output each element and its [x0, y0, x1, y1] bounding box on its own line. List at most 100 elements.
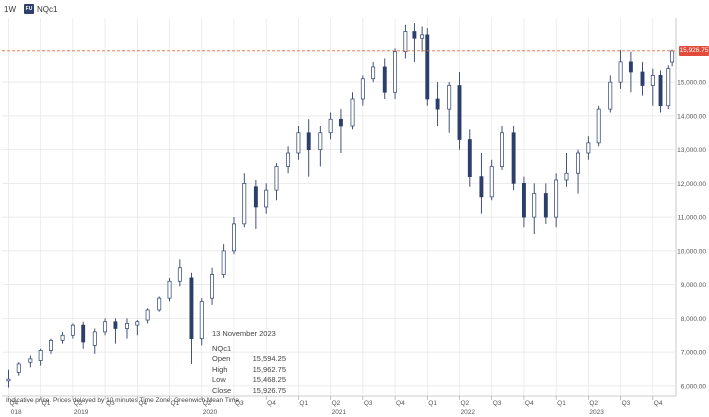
candle-body: [586, 142, 591, 154]
info-instrument: NQc1: [212, 343, 232, 353]
candle: [221, 244, 226, 278]
info-row-low: Low 15,468.25: [212, 375, 286, 386]
candle-body: [81, 324, 86, 343]
candle-body: [500, 132, 504, 167]
x-quarter-label: Q4: [138, 400, 147, 407]
candle-body: [564, 172, 569, 181]
candle: [447, 82, 452, 133]
x-quarter-label: Q3: [364, 400, 373, 407]
candle-body: [489, 166, 494, 198]
candle: [286, 146, 291, 174]
y-tick-label: 11,000.00: [678, 215, 707, 222]
x-quarter-label: Q1: [171, 400, 180, 407]
info-label: Close: [212, 385, 232, 395]
candle: [371, 61, 376, 83]
candle: [125, 318, 129, 339]
candle: [28, 355, 33, 368]
x-quarter-label: Q4: [396, 400, 405, 407]
candle: [479, 153, 484, 214]
candle-body: [221, 250, 226, 275]
candle: [306, 119, 311, 177]
candle-body: [177, 267, 182, 282]
candle: [49, 338, 53, 354]
candle: [576, 149, 581, 194]
candle: [511, 126, 516, 191]
x-quarter-label: Q3: [622, 400, 631, 407]
x-year-label: 2020: [203, 409, 218, 416]
candle: [521, 176, 526, 228]
instrument-ric[interactable]: NQc1: [37, 4, 58, 14]
candle: [253, 180, 258, 229]
candle-body: [457, 85, 462, 140]
info-label: Low: [212, 375, 226, 385]
candle-body: [167, 280, 172, 299]
candle: [274, 163, 279, 201]
x-year-label: 2019: [74, 409, 89, 416]
candle: [500, 126, 504, 170]
y-tick-label: 9,000.00: [681, 282, 707, 289]
candle-body: [286, 152, 291, 167]
candle-body: [328, 118, 333, 134]
y-tick-label: 7,000.00: [681, 350, 707, 357]
candle-body: [447, 85, 452, 110]
candle: [628, 51, 633, 93]
candle-body: [543, 193, 548, 218]
candle: [16, 362, 21, 376]
candle-body: [38, 350, 43, 361]
candle: [242, 173, 247, 228]
candle-body: [435, 98, 440, 110]
candle: [210, 267, 215, 305]
candle: [103, 318, 108, 336]
x-quarter-label: Q2: [460, 400, 469, 407]
candle-body: [479, 176, 484, 198]
candle: [38, 348, 43, 366]
y-tick-label: 13,000.00: [677, 147, 706, 154]
candle-body: [232, 223, 236, 252]
x-quarter-label: Q4: [654, 400, 663, 407]
candle-body: [420, 34, 425, 39]
candle-body: [113, 321, 118, 329]
candle: [177, 259, 182, 287]
candle-body: [666, 68, 671, 107]
candle-body: [628, 61, 633, 73]
candle: [532, 183, 537, 234]
candle-body: [554, 179, 559, 218]
info-value: 15,926.75: [252, 385, 286, 395]
candle: [467, 129, 472, 187]
candle: [199, 298, 204, 346]
candle-body: [350, 98, 355, 127]
y-tick-label: 12,000.00: [677, 181, 706, 188]
info-value: 15,594.25: [252, 354, 286, 364]
x-quarter-label: Q3: [493, 400, 502, 407]
candle: [232, 217, 236, 255]
candle-body: [618, 61, 623, 83]
x-quarter-label: Q2: [589, 400, 598, 407]
last-price-tag: 15,926.75: [679, 45, 709, 56]
disclaimer-text: Indicative price. Prices delayed by 10 m…: [6, 397, 240, 404]
info-row-open: Open 15,594.25: [212, 354, 286, 365]
candle-body: [382, 66, 387, 93]
info-label: Open: [212, 354, 231, 364]
info-row-high: High 15,962.75: [212, 365, 286, 376]
candle-body: [425, 34, 430, 100]
info-label: High: [212, 364, 228, 374]
candle-body: [125, 323, 129, 329]
candle: [113, 318, 118, 344]
candle-body: [6, 378, 11, 382]
candle-body: [318, 132, 323, 150]
candle-body: [16, 363, 21, 373]
y-tick-label: 10,000.00: [677, 248, 706, 255]
interval-selector[interactable]: 1W: [4, 4, 16, 14]
candle: [338, 109, 343, 153]
candle-body: [157, 297, 162, 311]
candle-body: [92, 331, 97, 346]
y-tick-label: 8,000.00: [681, 316, 707, 323]
candle-body: [650, 75, 655, 86]
candle: [92, 328, 97, 354]
candle: [666, 65, 671, 110]
x-year-label: 2021: [332, 409, 347, 416]
x-year-label: 2023: [589, 409, 604, 416]
candle: [157, 296, 162, 312]
candle: [403, 24, 408, 59]
